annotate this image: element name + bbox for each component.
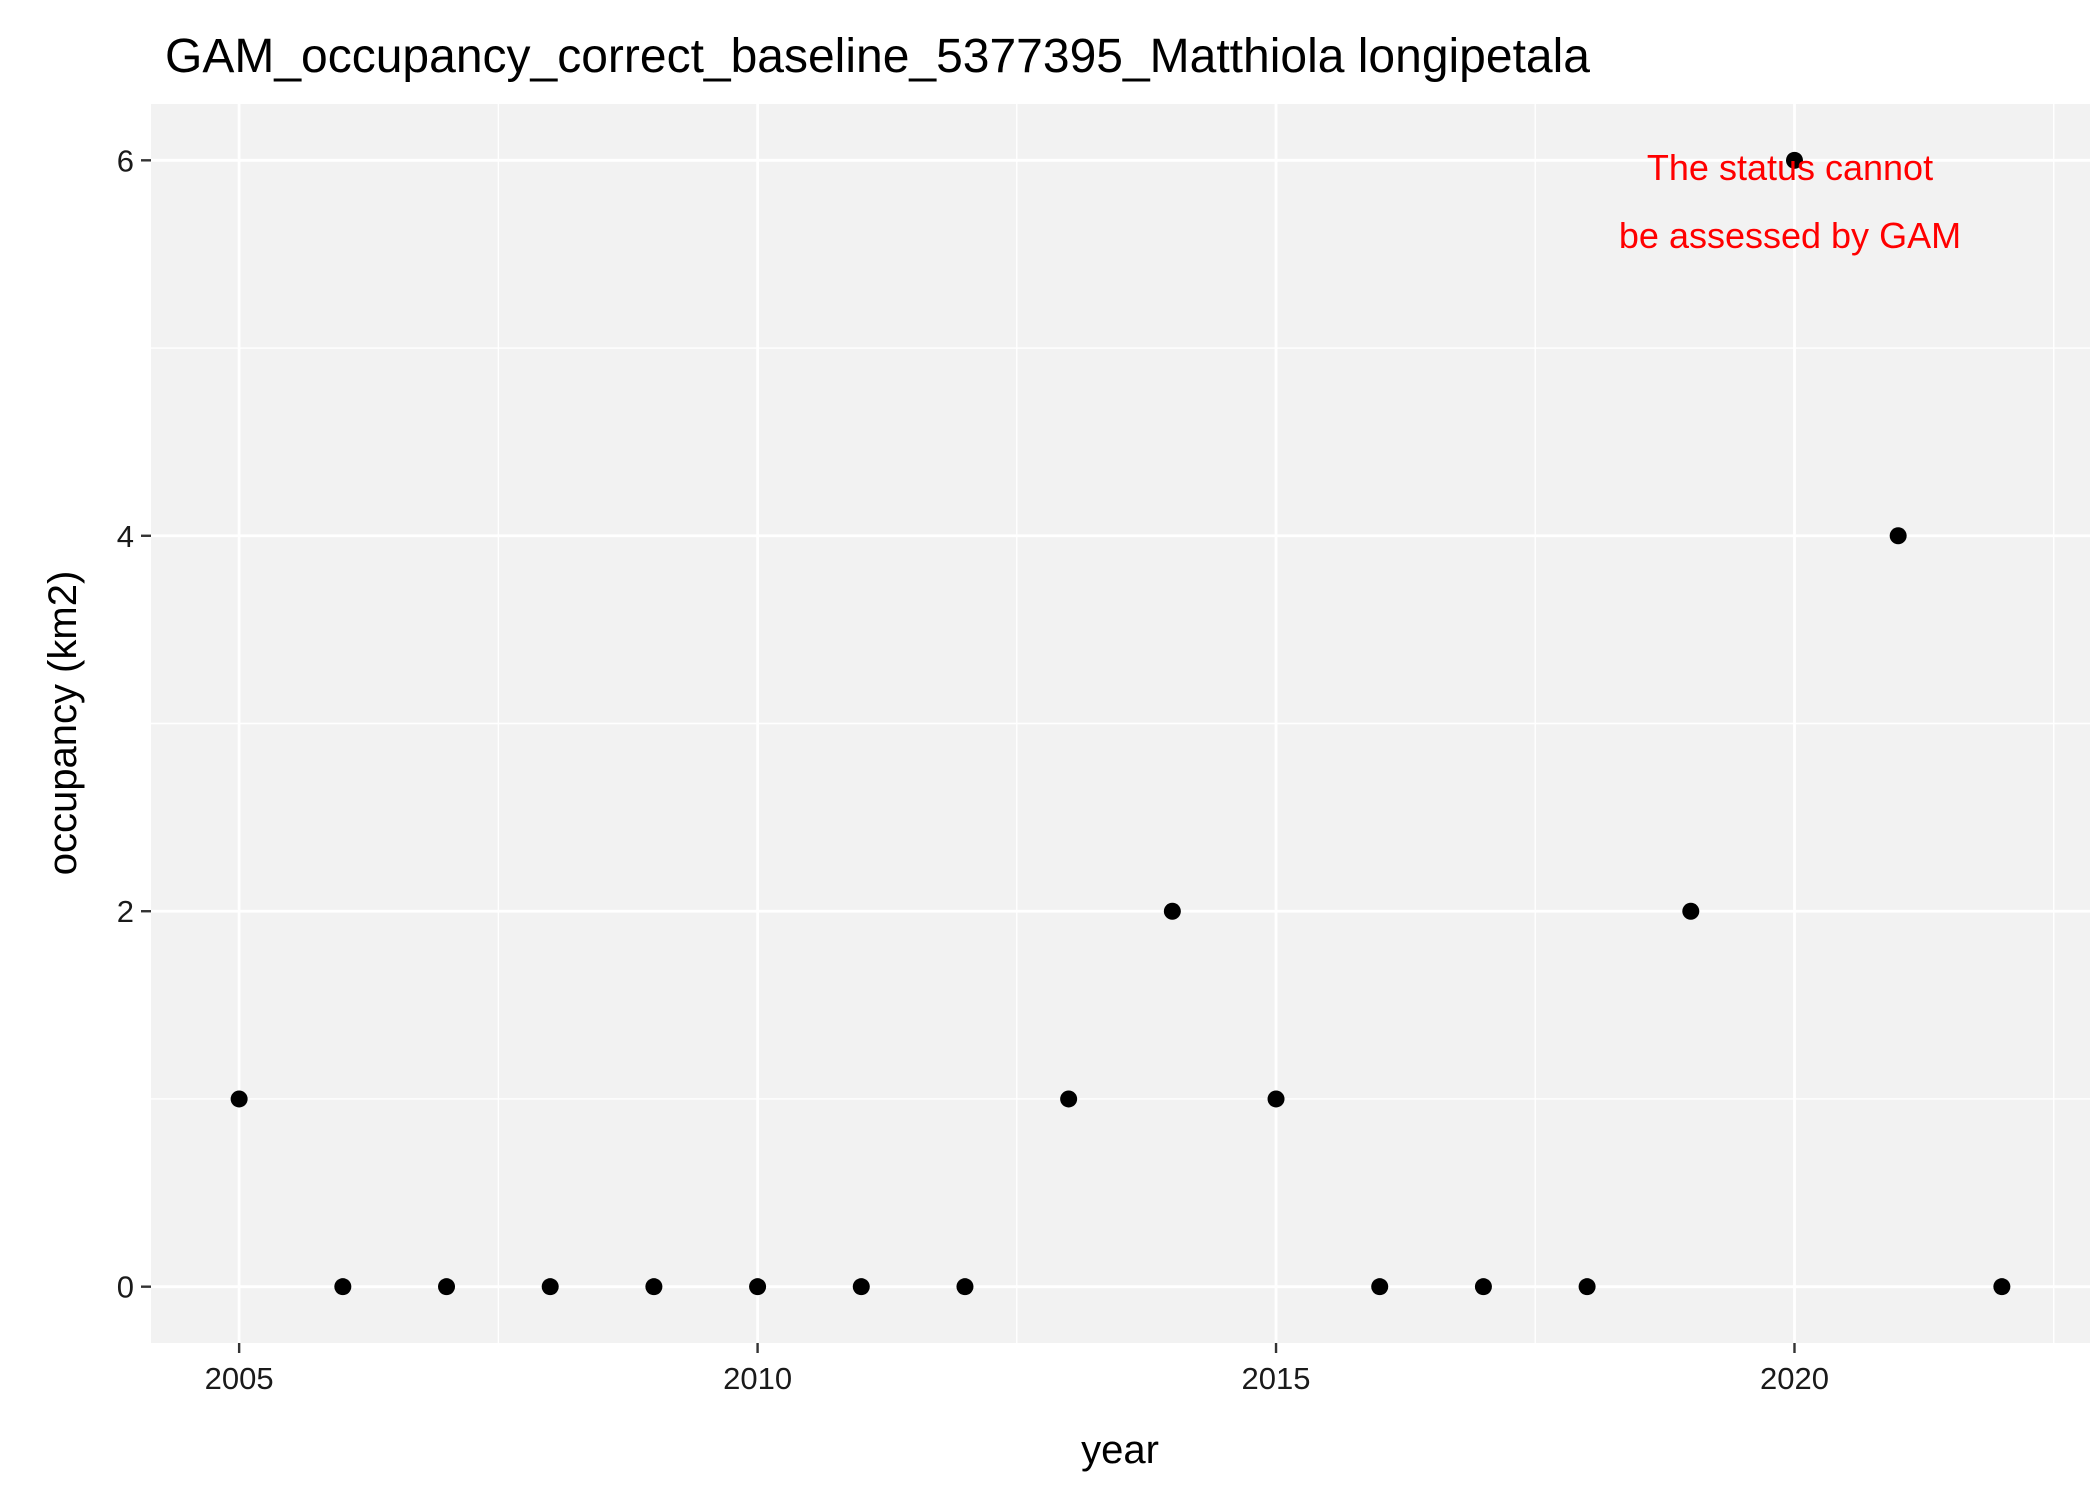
annotation-line-1: The status cannot — [1647, 147, 1933, 188]
y-tick-label: 2 — [117, 894, 134, 929]
data-point — [1993, 1278, 2011, 1296]
x-axis-ticks — [237, 1343, 1796, 1353]
data-points — [230, 151, 2011, 1296]
data-point — [541, 1278, 559, 1296]
data-point — [1060, 1090, 1078, 1108]
y-axis-tick-labels: 0 2 4 6 — [117, 143, 134, 1304]
y-axis-title: occupancy (km2) — [41, 571, 85, 876]
x-tick-label: 2010 — [723, 1361, 792, 1396]
data-point — [1371, 1278, 1389, 1296]
y-tick-label: 0 — [117, 1270, 134, 1305]
minor-gridlines — [151, 104, 2090, 1343]
x-tick-label: 2015 — [1242, 1361, 1311, 1396]
data-point — [230, 1090, 248, 1108]
data-point — [1163, 902, 1181, 920]
data-point — [438, 1278, 456, 1296]
data-point — [852, 1278, 870, 1296]
x-axis-tick-labels: 2005 2010 2015 2020 — [205, 1361, 1829, 1396]
data-point — [956, 1278, 974, 1296]
major-gridlines — [151, 104, 2090, 1343]
chart-title: GAM_occupancy_correct_baseline_5377395_M… — [165, 30, 1590, 83]
x-axis-title: year — [1081, 1428, 1159, 1472]
x-tick-label: 2020 — [1760, 1361, 1829, 1396]
data-point — [1785, 151, 1803, 169]
data-point — [749, 1278, 767, 1296]
data-point — [1889, 527, 1907, 545]
y-tick-label: 4 — [117, 519, 134, 554]
y-axis-ticks — [141, 159, 151, 1288]
data-point — [1267, 1090, 1285, 1108]
annotation-line-2: be assessed by GAM — [1619, 215, 1961, 256]
data-point — [334, 1278, 352, 1296]
data-point — [1682, 902, 1700, 920]
data-point — [645, 1278, 663, 1296]
data-point — [1474, 1278, 1492, 1296]
x-tick-label: 2005 — [205, 1361, 274, 1396]
y-tick-label: 6 — [117, 143, 134, 178]
data-point — [1578, 1278, 1596, 1296]
